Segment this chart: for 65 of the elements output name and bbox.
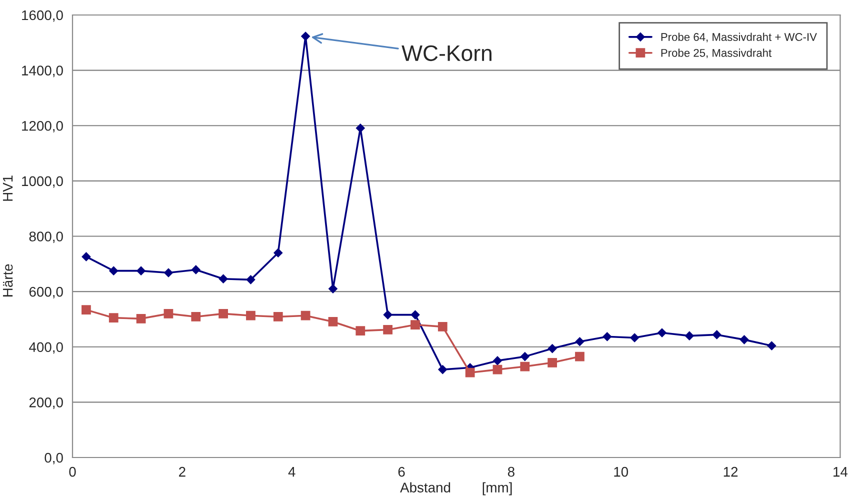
y-tick-label: 200,0 — [29, 398, 63, 409]
x-tick-label: 0 — [69, 466, 76, 477]
y-tick-label: 1200,0 — [22, 120, 63, 132]
point — [630, 333, 640, 342]
point — [164, 309, 174, 318]
x-tick-label: 12 — [724, 466, 738, 477]
point — [246, 275, 256, 284]
x-tick-label: 14 — [834, 467, 848, 477]
point — [356, 326, 366, 336]
point — [438, 322, 448, 332]
point — [712, 330, 722, 340]
y-tick-label: 1000,0 — [22, 176, 63, 188]
point — [136, 266, 146, 276]
x-tick-label: 10 — [614, 466, 628, 477]
x-tick-label: 2 — [179, 466, 186, 477]
point — [218, 274, 228, 284]
x-tick-label: 8 — [508, 466, 514, 477]
point — [274, 248, 283, 258]
point — [575, 337, 584, 346]
point — [438, 365, 448, 374]
x-tick-label: 6 — [398, 466, 405, 477]
point — [410, 320, 420, 330]
y-tick-label: 1600,0 — [22, 10, 63, 22]
point — [492, 364, 502, 374]
point — [218, 309, 228, 318]
point — [191, 265, 200, 274]
point — [82, 305, 91, 314]
point — [328, 317, 338, 326]
point — [548, 344, 557, 353]
point — [658, 328, 666, 338]
x-tick-label: 4 — [288, 467, 296, 477]
point — [300, 310, 310, 320]
point — [410, 310, 420, 320]
point — [740, 335, 749, 344]
point — [520, 352, 530, 362]
point — [383, 325, 392, 334]
point — [108, 313, 118, 323]
point — [136, 314, 146, 324]
point — [520, 362, 530, 372]
legend-label: Probe 64, Massivdraht + WC-IV — [661, 32, 817, 42]
point — [109, 266, 118, 276]
point — [684, 331, 694, 340]
y-tick-label: 800,0 — [29, 232, 63, 244]
point — [548, 358, 558, 368]
annotation: WC-Korn — [402, 45, 492, 62]
point — [82, 252, 91, 262]
y-tick-label: 1400,0 — [22, 66, 63, 78]
y-tick-label: 400,0 — [29, 342, 63, 354]
point — [328, 284, 338, 294]
point — [273, 312, 283, 322]
point — [164, 268, 173, 278]
point — [246, 310, 256, 320]
point — [191, 312, 201, 322]
y-tick-label: 0,0 — [44, 452, 63, 464]
point — [602, 332, 612, 342]
point — [767, 341, 776, 350]
x-axis-title: Abstand [mm] — [400, 482, 512, 496]
point — [493, 356, 502, 366]
point — [301, 32, 310, 41]
point — [383, 310, 392, 320]
point — [575, 352, 584, 362]
y-axis-title: Härte HV1 — [3, 176, 13, 296]
y-tick-label: 600,0 — [29, 286, 63, 298]
legend-label: Probe 25, Massivdraht — [661, 48, 772, 58]
point — [465, 368, 475, 378]
